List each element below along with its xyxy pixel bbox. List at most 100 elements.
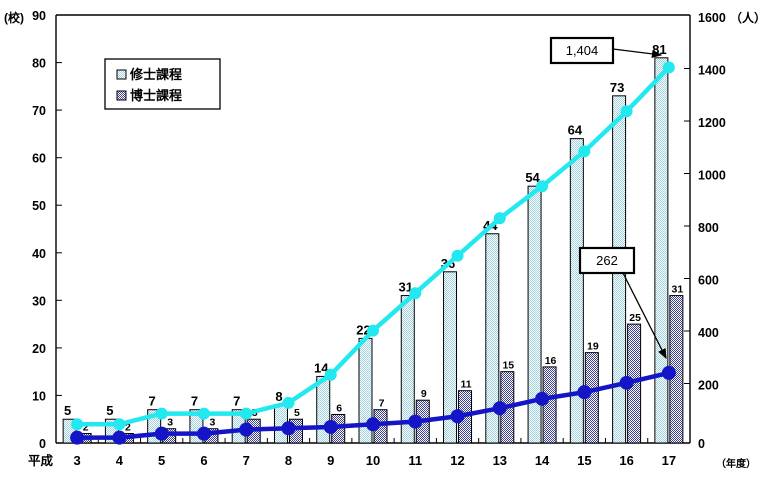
y-right-tick: 1400: [684, 64, 726, 78]
x-axis-unit-label: （年度）: [716, 457, 756, 470]
bar-label-doctoral: 9: [421, 388, 427, 400]
bar-masters: [569, 138, 584, 444]
doctoral-enrollment-marker: [492, 401, 507, 416]
y-axis-right: 1600 1400 1200 1000 800 600 400 200 0: [684, 11, 726, 451]
y-right-tick: 200: [684, 379, 719, 393]
bar-label-doctoral: 7: [379, 398, 385, 410]
masters-enrollment-marker: [451, 249, 464, 262]
x-axis-tick-label: 14: [535, 453, 550, 468]
y-left-tick-label: 70: [32, 104, 46, 118]
bar-label-masters: 7: [149, 394, 156, 409]
legend-label-doctoral: 博士課程: [130, 88, 182, 103]
masters-enrollment-marker: [367, 324, 379, 337]
x-axis-tick-label: 4: [116, 453, 124, 468]
callout-doctoral-total: 262: [578, 246, 667, 360]
x-axis-tick-label: 11: [408, 453, 422, 468]
doctoral-enrollment-marker: [366, 417, 380, 432]
doctoral-enrollment-marker: [281, 421, 296, 436]
x-axis-tick-label: 6: [200, 453, 207, 468]
bar-label-doctoral: 19: [587, 341, 599, 353]
x-axis-tick-label: 13: [493, 453, 507, 468]
legend-swatch-masters: [116, 69, 127, 80]
y-axis-left-unit: (校): [4, 10, 24, 25]
x-axis-tick-label: 7: [243, 453, 250, 468]
doctoral-enrollment-marker: [112, 430, 127, 445]
masters-enrollment-marker: [620, 105, 633, 118]
doctoral-enrollment-marker: [535, 391, 550, 406]
masters-enrollment-marker: [282, 396, 295, 409]
doctoral-enrollment-marker: [619, 375, 634, 390]
masters-enrollment-marker: [409, 287, 422, 300]
bar-label-doctoral: 5: [294, 407, 300, 419]
y-right-tick-label: 1000: [698, 169, 726, 183]
legend-swatch-doctoral: [116, 90, 127, 101]
y-left-tick-label: 50: [32, 199, 46, 213]
y-left-tick-label: 10: [32, 389, 46, 403]
doctoral-enrollment-marker: [661, 365, 676, 380]
bar-label-masters: 5: [64, 403, 71, 418]
x-axis-tick-label: 15: [577, 453, 591, 468]
bar-label-doctoral: 11: [460, 379, 471, 391]
doctoral-enrollment-marker: [323, 419, 338, 434]
y-left-tick-label: 90: [32, 9, 46, 23]
bar-label-masters: 8: [275, 389, 282, 404]
y-right-tick: 400: [684, 326, 719, 340]
masters-enrollment-marker: [71, 418, 84, 431]
bar-label-doctoral: 15: [502, 360, 514, 372]
bar-masters: [527, 185, 542, 444]
bar-label-doctoral: 25: [629, 312, 641, 324]
doctoral-enrollment-marker: [196, 426, 211, 441]
y-left-tick: 30: [32, 294, 62, 308]
masters-enrollment-marker: [324, 368, 337, 381]
bar-label-doctoral: 6: [336, 402, 342, 414]
plot-series-layer: 5252737375851462273193611441554166419732…: [55, 42, 691, 445]
masters-enrollment-marker: [240, 407, 253, 420]
x-axis-tick-label: 3: [74, 453, 81, 468]
masters-enrollment-marker: [197, 407, 210, 420]
bar-label-doctoral: 2: [83, 421, 89, 433]
doctoral-enrollment-marker: [70, 430, 85, 445]
x-axis-tick-label: 9: [327, 453, 334, 468]
y-right-tick: 1000: [684, 169, 726, 183]
y-left-tick-label: 80: [32, 57, 46, 71]
bar-label-doctoral: 3: [167, 417, 173, 429]
bar-label-masters: 7: [191, 394, 198, 409]
masters-enrollment-marker: [493, 212, 506, 225]
y-right-tick: 0: [698, 437, 705, 451]
bar-label-masters: 5: [106, 403, 113, 418]
y-right-tick-label: 600: [698, 274, 719, 288]
bar-label-doctoral: 2: [125, 421, 131, 433]
callout-label-1404: 1,404: [566, 43, 599, 58]
y-left-tick: 50: [32, 199, 62, 213]
y-left-tick-label: 0: [39, 437, 46, 451]
y-left-tick: 40: [32, 247, 62, 261]
bar-masters: [400, 295, 415, 444]
bar-masters: [654, 57, 669, 444]
y-left-tick-label: 60: [32, 152, 46, 166]
y-right-tick-label: 1400: [698, 64, 726, 78]
x-axis-era-label: 平成: [28, 453, 54, 468]
doctoral-enrollment-marker: [408, 414, 423, 429]
masters-enrollment-marker: [578, 145, 591, 158]
y-left-tick: 80: [32, 57, 62, 71]
bar-label-masters: 31: [399, 280, 413, 295]
x-axis-tick-label: 8: [285, 453, 292, 468]
legend: 修士課程 博士課程: [104, 58, 221, 110]
doctoral-enrollment-marker: [577, 385, 592, 400]
legend-label-masters: 修士課程: [129, 67, 182, 82]
doctoral-enrollment-marker: [239, 422, 254, 437]
y-right-tick: 800: [684, 221, 719, 235]
bar-label-masters: 54: [525, 170, 540, 185]
x-axis-tick-label: 17: [662, 453, 676, 468]
y-right-tick-label: 200: [698, 379, 719, 393]
y-right-tick-label: 400: [698, 326, 719, 340]
bar-label-masters: 73: [610, 80, 624, 95]
x-axis-tick-label: 16: [619, 453, 633, 468]
doctoral-enrollment-marker: [154, 426, 169, 441]
y-left-tick-label: 40: [32, 247, 46, 261]
y-left-tick: 60: [32, 152, 62, 166]
callout-label-262: 262: [596, 253, 618, 268]
x-axis-tick-label: 10: [366, 453, 380, 468]
